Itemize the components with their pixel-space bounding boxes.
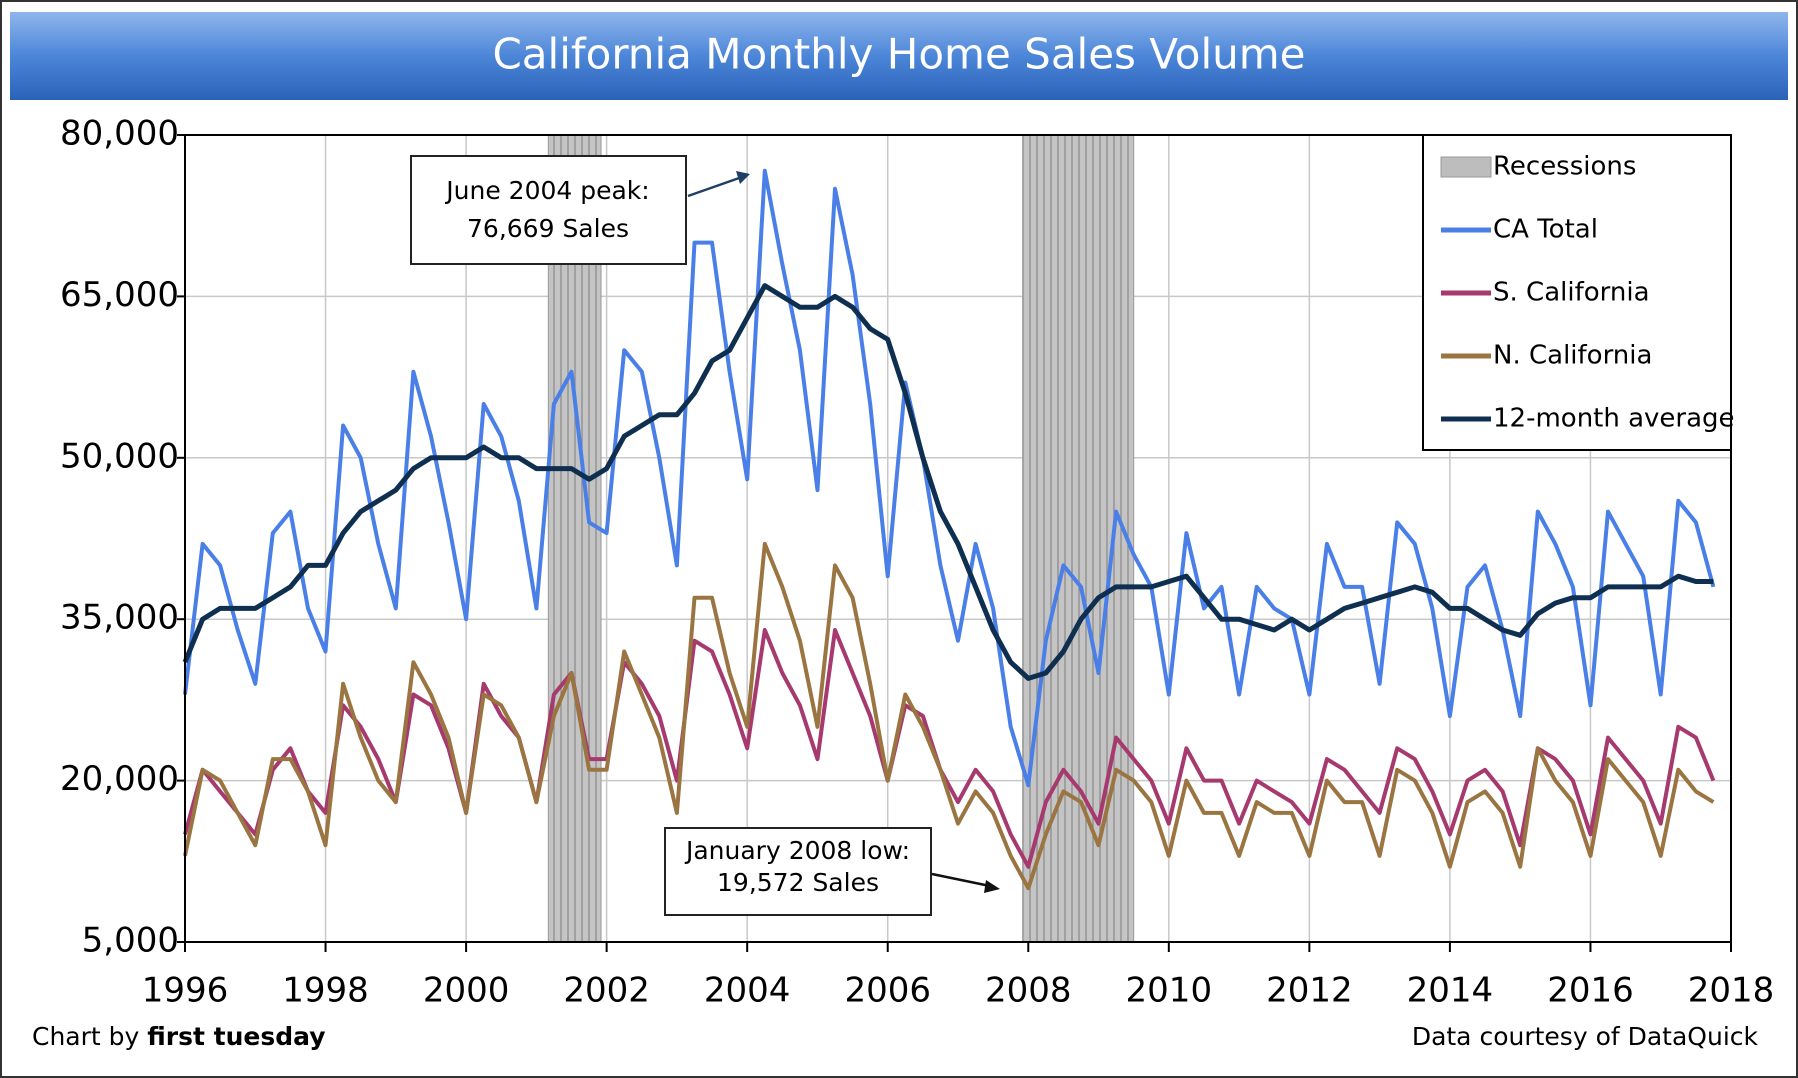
x-tick-label: 2012 — [1266, 971, 1353, 1011]
credit-prefix: Chart by — [32, 1022, 140, 1051]
x-tick-label: 1996 — [142, 971, 229, 1011]
legend-label: Recessions — [1493, 152, 1636, 182]
series-line — [183, 628, 1716, 869]
credit-name: first tuesday — [147, 1022, 325, 1051]
annotation-box — [664, 827, 932, 916]
y-tick-label: 35,000 — [60, 598, 179, 638]
y-tick-label: 50,000 — [60, 436, 179, 476]
x-tick-label: 2008 — [985, 971, 1072, 1011]
series-line — [183, 541, 1715, 891]
series-line — [182, 283, 1714, 681]
x-tick-label: 2002 — [563, 971, 650, 1011]
annotations: June 2004 peak: 76,669 Sales January 200… — [410, 155, 1000, 916]
legend-label: N. California — [1493, 341, 1652, 371]
y-tick-label: 20,000 — [60, 759, 179, 799]
legend: Recessions CA Total S. California N. Califo… — [1422, 134, 1735, 451]
x-tick-label: 2016 — [1547, 971, 1634, 1011]
x-tick-label: 2000 — [423, 971, 510, 1011]
legend-swatch — [1440, 156, 1492, 178]
y-tick-label: 65,000 — [60, 275, 179, 315]
legend-label: 12-month average — [1493, 404, 1735, 434]
annotation: January 2008 low: — [684, 836, 910, 865]
annotation-arrowhead — [736, 171, 750, 184]
x-tick-label: 2010 — [1126, 971, 1213, 1011]
series-line — [183, 168, 1716, 788]
annotation-box — [410, 155, 687, 265]
credit: Chart by first tuesday — [32, 1022, 326, 1051]
chart-title: California Monthly Home Sales Volume — [492, 30, 1305, 79]
annotation-arrowhead — [984, 880, 1000, 893]
annotation: 76,669 Sales — [467, 214, 629, 243]
plot-border — [184, 134, 1732, 943]
title-bar — [10, 12, 1788, 100]
y-tick-label: 5,000 — [82, 921, 179, 961]
x-tick-label: 2006 — [844, 971, 931, 1011]
annotation-arrow — [687, 175, 743, 198]
x-tick-label: 2014 — [1407, 971, 1494, 1011]
y-tick-label: 80,000 — [60, 114, 179, 154]
source: Data courtesy of DataQuick — [1412, 1022, 1759, 1051]
annotation: June 2004 peak: — [444, 176, 649, 205]
legend-label: CA Total — [1493, 215, 1598, 245]
x-tick-label: 1998 — [282, 971, 369, 1011]
x-tick-label: 2004 — [704, 971, 791, 1011]
annotation-arrow — [931, 872, 991, 888]
annotation: 19,572 Sales — [717, 868, 879, 897]
legend-label: S. California — [1493, 278, 1650, 308]
x-tick-label: 2018 — [1688, 971, 1775, 1011]
